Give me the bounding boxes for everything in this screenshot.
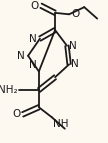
Text: N: N — [29, 60, 37, 70]
Text: NH₂: NH₂ — [0, 85, 17, 95]
Text: O: O — [12, 109, 21, 119]
Text: O: O — [71, 9, 79, 19]
Text: NH: NH — [53, 119, 68, 129]
Text: N: N — [29, 34, 37, 44]
Text: N: N — [71, 59, 79, 69]
Text: N: N — [17, 51, 25, 61]
Text: N: N — [69, 41, 77, 51]
Text: O: O — [31, 1, 39, 11]
